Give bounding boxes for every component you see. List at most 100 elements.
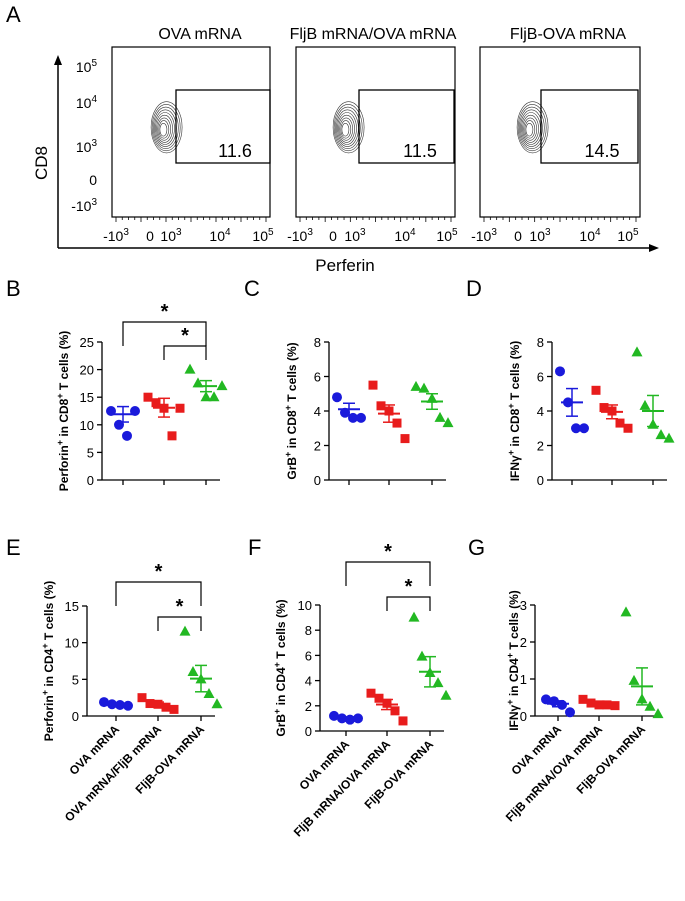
- ylabel-sup: +: [55, 393, 65, 398]
- data-point: [440, 689, 452, 700]
- flow-plot-3: 14.5: [479, 46, 641, 222]
- flow-y-tick-1-base: 10: [76, 95, 92, 111]
- significance-star: *: [155, 561, 163, 583]
- flow-gate-box: [540, 89, 639, 164]
- ylabel-part: IFNγ: [508, 455, 522, 481]
- flow-contour-ring: [521, 112, 541, 145]
- y-tick-label: 15: [65, 599, 79, 614]
- ylabel-sup: +: [505, 700, 515, 705]
- panel-letter-f: F: [248, 535, 261, 560]
- y-axis-label: Perforin+ in CD8+ T cells (%): [55, 331, 71, 492]
- data-point: [418, 382, 430, 393]
- y-tick-label: 1: [520, 672, 527, 687]
- flow-x-tick-1-3-base: 10: [394, 228, 410, 244]
- flow-x-tick-2-0-exp: 3: [491, 227, 497, 238]
- y-tick-label: 15: [80, 390, 94, 405]
- flow-x-ticks: -103 0 103 104 105 -103 0 103 104 105 -103 0 103 104 1…: [103, 227, 639, 244]
- flow-x-tick-0-0-exp: 3: [123, 227, 129, 238]
- ylabel-part: in CD4: [507, 658, 521, 700]
- flow-contour-ring: [341, 122, 350, 137]
- flow-x-tick-0-2-exp: 3: [176, 227, 182, 238]
- y-tick-label: 3: [520, 598, 527, 613]
- flow-x-tick-1-0: -103: [287, 227, 313, 244]
- significance-bracket: [157, 616, 202, 631]
- flow-x-tick-0-1-base: 0: [146, 228, 154, 244]
- ylabel-part: Perforin: [42, 695, 56, 741]
- significance-star: *: [405, 576, 413, 598]
- data-point: [368, 380, 378, 390]
- flow-x-tick-0-3: 104: [209, 227, 231, 244]
- flow-contour-ring: [150, 101, 183, 154]
- panel-letter-a: A: [6, 2, 21, 27]
- flow-contour-ring: [332, 101, 365, 154]
- data-point: [122, 430, 132, 441]
- y-axis-label: IFNγ+ in CD8+ T cells (%): [506, 341, 522, 482]
- flow-gate-value: 14.5: [584, 141, 619, 161]
- flow-x-tick-0-0: -103: [103, 227, 129, 244]
- data-point: [620, 606, 632, 617]
- flow-gate-box: [358, 89, 455, 164]
- data-point: [366, 688, 376, 698]
- data-point: [137, 693, 147, 703]
- data-point: [200, 391, 212, 402]
- data-point: [579, 423, 589, 434]
- y-axis-label: IFNγ+ in CD4+ T cells (%): [505, 590, 521, 731]
- flow-x-tick-1-3: 104: [394, 227, 416, 244]
- data-point: [167, 431, 177, 441]
- data-point: [610, 701, 620, 711]
- flow-x-tick-0-1: 0: [146, 228, 154, 244]
- flow-contour-ring: [156, 114, 173, 143]
- data-point: [376, 401, 386, 411]
- flow-plot-2: 11.5: [295, 46, 456, 222]
- y-tick-label: 4: [305, 674, 312, 689]
- y-tick-label: 8: [314, 335, 321, 350]
- flow-x-tick-2-3: 104: [579, 227, 601, 244]
- data-point: [392, 418, 402, 428]
- ylabel-sup: +: [506, 450, 516, 455]
- flow-x-tick-2-3-base: 10: [579, 228, 595, 244]
- y-tick-label: 0: [314, 473, 321, 488]
- flow-x-tick-0-4-exp: 5: [268, 227, 274, 238]
- ylabel-part: T cells (%): [508, 341, 522, 404]
- flow-contour-ring: [523, 117, 538, 141]
- flow-plot-frame: [295, 46, 456, 218]
- data-point: [565, 707, 575, 718]
- flow-x-tick-2-1: 0: [514, 228, 522, 244]
- flow-x-tick-1-3-exp: 4: [410, 227, 416, 238]
- flow-x-tick-2-4-base: 10: [617, 228, 633, 244]
- ylabel-sup: +: [272, 709, 282, 714]
- data-point: [356, 412, 366, 423]
- flow-x-tick-1-1-base: 0: [329, 228, 337, 244]
- data-point: [652, 708, 664, 719]
- flow-x-tick-0-4: 105: [252, 227, 274, 244]
- ylabel-part: Perforin: [57, 445, 71, 491]
- flow-x-arrowhead: [649, 244, 659, 252]
- flow-contour-ring: [159, 122, 168, 137]
- flow-y-tick-4-exp: 3: [91, 197, 97, 208]
- flow-x-tick-2-2-base: 10: [529, 228, 545, 244]
- data-point: [628, 674, 640, 685]
- y-tick-label: 2: [314, 439, 321, 454]
- y-axis-label: Perforin+ in CD4+ T cells (%): [40, 581, 56, 742]
- flow-gate-value: 11.5: [403, 141, 437, 161]
- flow-plot-1: 11.6: [111, 46, 271, 222]
- significance-bracket: [115, 581, 202, 606]
- flow-y-tick-1-exp: 4: [91, 94, 97, 105]
- y-tick-label: 4: [537, 404, 544, 419]
- flow-x-tick-0-0-base: -10: [103, 228, 123, 244]
- flow-contour-ring: [337, 112, 357, 145]
- flow-y-tick-2-exp: 3: [91, 138, 97, 149]
- data-point: [416, 650, 428, 661]
- ylabel-part: in CD4: [42, 648, 56, 690]
- data-point: [208, 391, 220, 402]
- y-tick-label: 5: [72, 672, 79, 687]
- y-tick-label: 0: [520, 709, 527, 724]
- ylabel-part: T cells (%): [42, 581, 56, 644]
- flow-x-tick-1-2-base: 10: [344, 228, 360, 244]
- y-tick-label: 8: [305, 623, 312, 638]
- flow-contour-ring: [340, 120, 352, 139]
- flow-x-tick-1-4-exp: 5: [452, 227, 458, 238]
